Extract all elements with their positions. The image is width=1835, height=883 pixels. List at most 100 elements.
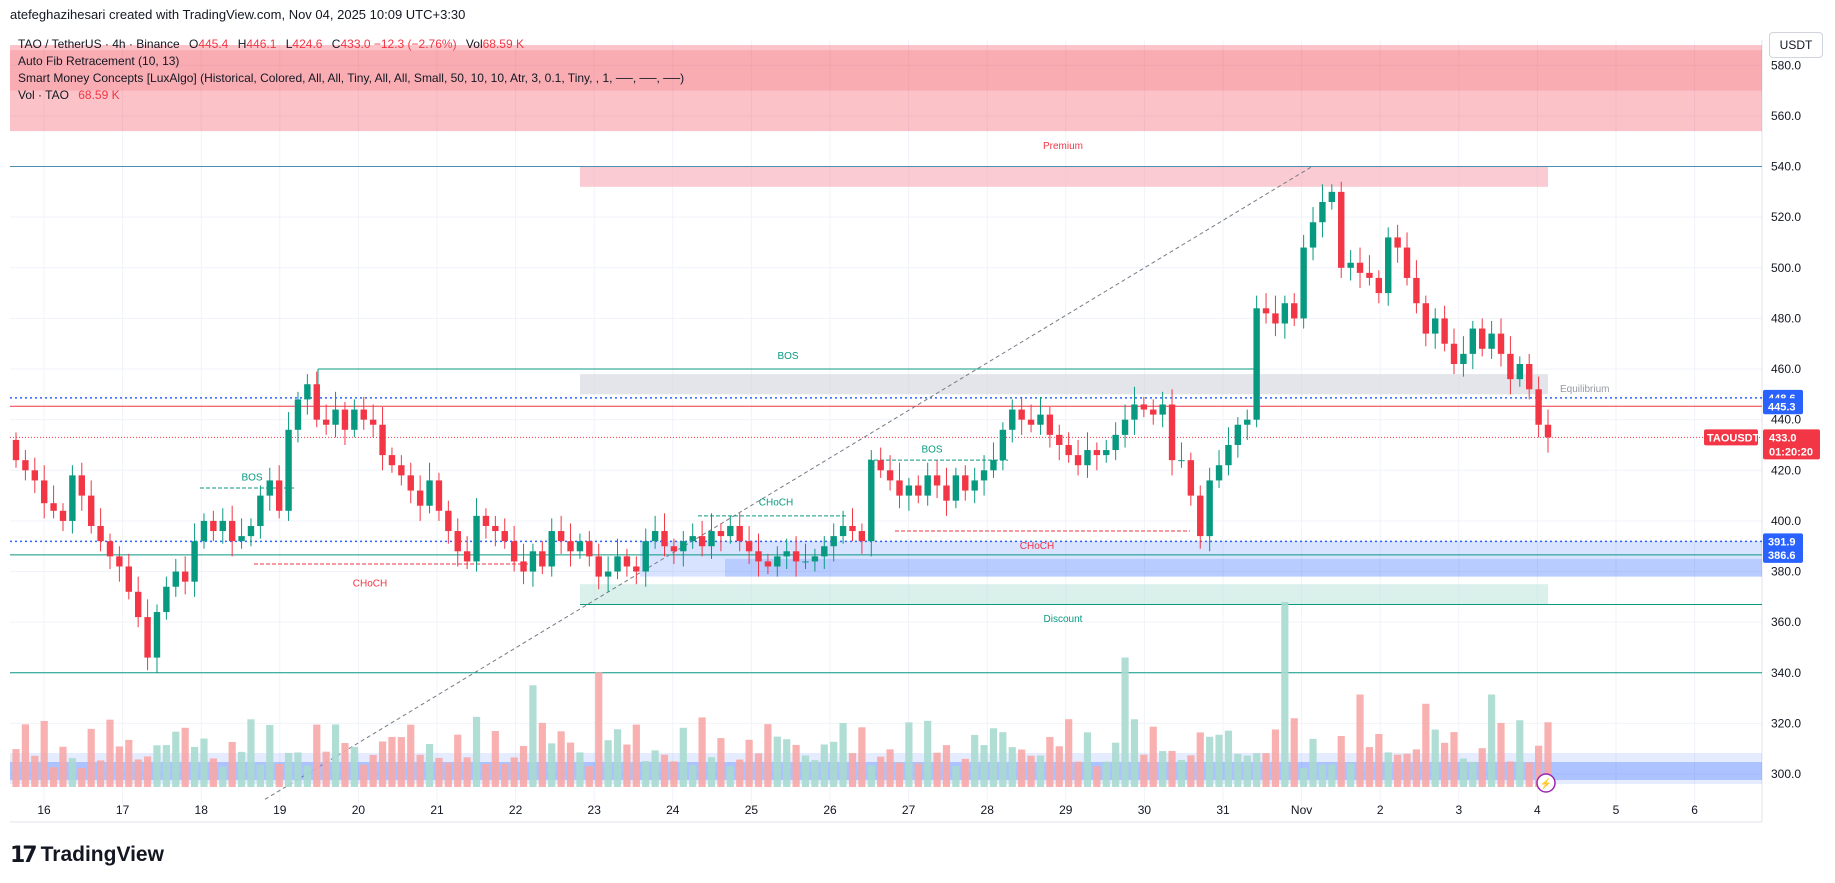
candle-body — [980, 470, 988, 481]
volume-bar — [491, 731, 499, 787]
tradingview-logo[interactable]: 𝟭𝟳 TradingView — [10, 842, 164, 868]
close-value: 433.0 — [340, 37, 371, 51]
volume-bar — [1055, 746, 1063, 787]
volume-bar — [1441, 742, 1449, 787]
bos-label-mid: BOS — [921, 445, 942, 456]
candle-body — [1018, 409, 1025, 420]
volume-bar — [1525, 762, 1533, 787]
volume-bar — [219, 766, 227, 787]
price-tag-1-bg — [1763, 398, 1803, 415]
volume-bar — [1083, 732, 1092, 787]
candle-body — [1375, 277, 1383, 294]
candle-body — [755, 551, 762, 562]
y-axis-tick-label: 460.0 — [1771, 362, 1801, 376]
y-axis-tick-label: 560.0 — [1771, 109, 1801, 123]
candle-body — [172, 571, 179, 587]
y-axis-tick-label: 300.0 — [1771, 767, 1801, 781]
symbol-description[interactable]: TAO / TetherUS · 4h · Binance — [18, 37, 180, 51]
volume-bar — [472, 716, 481, 787]
volume-bar — [454, 734, 462, 787]
low-label: L — [285, 37, 293, 51]
volume-bar — [1356, 694, 1364, 787]
volume-bar — [360, 764, 368, 787]
volume-bar — [49, 767, 58, 787]
volume-bar — [689, 764, 697, 787]
volume-bar — [1206, 736, 1214, 787]
candle-body — [651, 531, 659, 542]
candle-body — [736, 525, 743, 542]
candle-body — [839, 525, 847, 537]
volume-bar — [1243, 755, 1251, 787]
indicator-smc[interactable]: Smart Money Concepts [LuxAlgo] (Historic… — [18, 71, 685, 85]
volume-bar — [773, 736, 781, 787]
price-tag-1: 445.3 — [1768, 401, 1796, 413]
x-axis-tick-label: 22 — [509, 803, 523, 817]
volume-bar — [679, 727, 687, 787]
candle-body — [924, 475, 931, 496]
candle-body — [59, 510, 67, 521]
volume-bar — [322, 751, 330, 787]
choch-label-left: CHoCH — [353, 579, 387, 590]
volume-bar — [407, 724, 415, 787]
candle-body — [1121, 419, 1129, 435]
volume-bar — [294, 752, 302, 787]
candle-body — [595, 556, 602, 577]
volume-bar — [1394, 754, 1402, 787]
ohlc-row[interactable]: TAO / TetherUS · 4h · Binance O445.4 H44… — [18, 36, 684, 53]
volume-bar — [172, 731, 180, 787]
candle-body — [1178, 460, 1185, 462]
x-axis-tick-label: 30 — [1138, 803, 1152, 817]
candle-body — [313, 384, 320, 420]
candle-body — [22, 460, 29, 471]
candle-body — [877, 460, 884, 471]
x-axis-tick-label: 4 — [1534, 803, 1541, 817]
volume-bar — [613, 729, 622, 787]
volume-bar — [792, 744, 800, 787]
candle-body — [1366, 272, 1373, 278]
volume-bar — [425, 743, 434, 787]
indicator-fib[interactable]: Auto Fib Retracement (10, 13) — [18, 54, 180, 68]
x-axis-tick-label: Nov — [1291, 803, 1312, 817]
volume-bar — [623, 744, 631, 787]
volume-bar — [942, 745, 951, 787]
candle-body — [915, 485, 922, 496]
volume-bar — [1121, 657, 1129, 787]
volume-bar — [1309, 738, 1317, 787]
candle-body — [1394, 237, 1401, 248]
y-axis-tick-label: 480.0 — [1771, 311, 1801, 325]
volume-bar — [1215, 734, 1223, 787]
candle-body — [529, 551, 537, 572]
volume-bar — [1234, 753, 1242, 787]
volume-bar — [989, 728, 998, 787]
candle-body — [87, 495, 95, 526]
open-label: O — [188, 37, 199, 51]
x-axis-tick-label: 31 — [1216, 803, 1230, 817]
candle-body — [134, 591, 142, 618]
indicator-volume[interactable]: Vol · TAO 68.59 K — [18, 87, 684, 104]
volume-bar — [378, 741, 387, 787]
volume-bar — [1506, 761, 1515, 787]
candle-body — [1432, 318, 1439, 334]
candle-body — [1234, 424, 1242, 445]
y-axis-tick-label: 500.0 — [1771, 261, 1801, 275]
demand-zone-inner — [725, 558, 1762, 577]
supply-zone-inner — [10, 50, 1762, 91]
open-value: 445.4 — [198, 37, 229, 51]
volume-bar — [87, 728, 95, 787]
candle-body — [360, 409, 367, 420]
tradingview-logo-icon: 𝟭𝟳 — [10, 842, 38, 867]
volume-bar — [745, 739, 753, 787]
last-price-symbol: TAOUSDT — [1707, 432, 1760, 444]
candle-body — [1450, 343, 1458, 364]
volume-bar — [632, 724, 640, 787]
candle-body — [510, 541, 518, 562]
candle-body — [1507, 353, 1514, 380]
x-axis-tick-label: 28 — [981, 803, 995, 817]
volume-bar — [1478, 748, 1486, 787]
currency-button[interactable]: USDT — [1769, 32, 1823, 58]
y-axis-tick-label: 580.0 — [1771, 58, 1801, 72]
last-price-symbol-bg — [1704, 429, 1758, 446]
candle-body — [332, 409, 339, 425]
x-axis-tick-label: 18 — [195, 803, 209, 817]
